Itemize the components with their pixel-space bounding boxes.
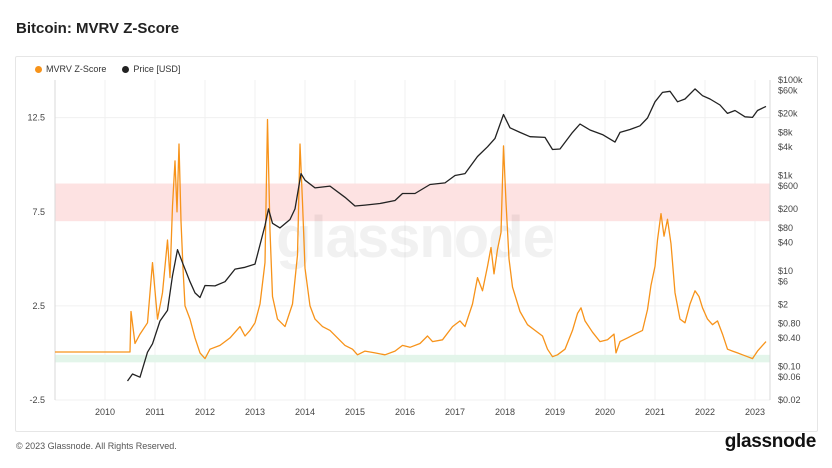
legend-swatch-mvrv	[35, 65, 42, 73]
page-title: Bitcoin: MVRV Z-Score	[16, 20, 180, 37]
x-tick-label: 2017	[445, 407, 465, 417]
y-right-tick-label: $80	[778, 223, 793, 233]
y-right-tick-label: $20k	[778, 108, 798, 118]
x-tick-label: 2021	[645, 407, 665, 417]
chart-panel	[15, 56, 818, 432]
watermark-text: glassnode	[276, 205, 554, 270]
y-left-tick-label: 12.5	[27, 113, 45, 123]
y-right-tick-label: $60k	[778, 86, 798, 96]
price-line	[126, 88, 767, 382]
legend-item-price[interactable]: Price [USD]	[122, 64, 180, 74]
y-right-tick-label: $0.40	[778, 333, 801, 343]
legend-item-mvrv[interactable]: MVRV Z-Score	[35, 64, 106, 74]
x-tick-label: 2018	[495, 407, 515, 417]
x-tick-label: 2010	[95, 407, 115, 417]
x-tick-label: 2016	[395, 407, 415, 417]
y-right-tick-label: $2	[778, 299, 788, 309]
x-tick-label: 2014	[295, 407, 315, 417]
legend-swatch-price	[122, 65, 130, 73]
y-right-tick-label: $0.02	[778, 395, 801, 405]
y-right-tick-label: $40	[778, 237, 793, 247]
mvrv-zscore-line	[55, 118, 767, 360]
x-tick-label: 2019	[545, 407, 565, 417]
y-right-tick-label: $100k	[778, 75, 803, 85]
x-tick-label: 2023	[745, 407, 765, 417]
x-tick-label: 2020	[595, 407, 615, 417]
copyright: © 2023 Glassnode. All Rights Reserved.	[16, 441, 177, 451]
y-right-tick-label: $10	[778, 266, 793, 276]
x-tick-label: 2013	[245, 407, 265, 417]
x-tick-label: 2015	[345, 407, 365, 417]
y-right-tick-label: $0.06	[778, 372, 801, 382]
legend-label-mvrv: MVRV Z-Score	[46, 64, 107, 74]
legend: MVRV Z-Score Price [USD]	[35, 64, 180, 74]
y-right-tick-label: $4k	[778, 142, 793, 152]
y-right-tick-label: $600	[778, 181, 798, 191]
y-right-tick-label: $0.80	[778, 318, 801, 328]
y-right-tick-label: $6	[778, 277, 788, 287]
y-left-tick-label: 2.5	[32, 301, 45, 311]
x-tick-label: 2011	[145, 407, 164, 417]
overvalued-band	[55, 183, 770, 222]
y-right-tick-label: $200	[778, 204, 798, 214]
x-tick-label: 2012	[195, 407, 215, 417]
x-tick-label: 2022	[695, 407, 715, 417]
y-left-tick-label: -2.5	[29, 395, 45, 405]
y-right-tick-label: $0.10	[778, 362, 801, 372]
y-right-tick-label: $1k	[778, 171, 793, 181]
legend-label-price: Price [USD]	[133, 64, 181, 74]
y-right-tick-label: $8k	[778, 127, 793, 137]
glassnode-logo: glassnode	[724, 431, 817, 452]
y-left-tick-label: 7.5	[32, 207, 45, 217]
undervalued-band	[55, 354, 770, 363]
